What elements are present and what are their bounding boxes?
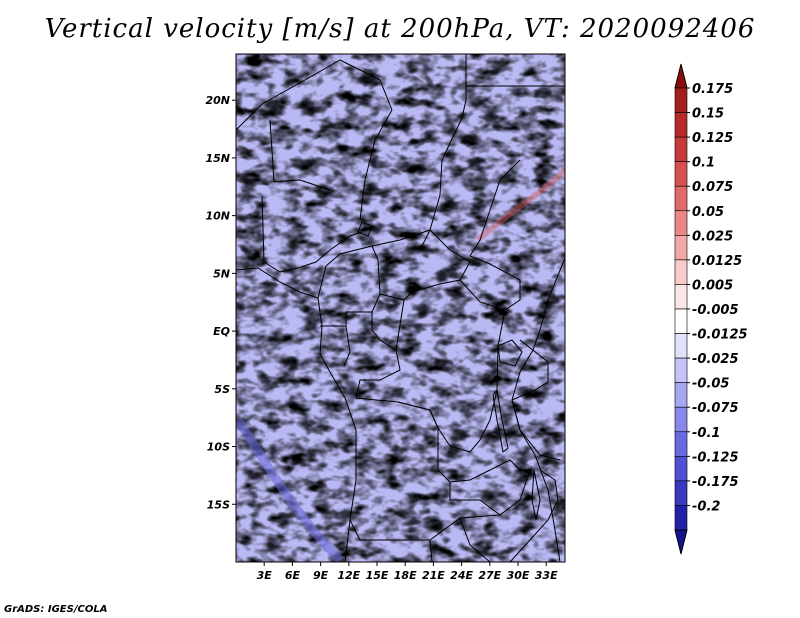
colorbar-segment	[674, 357, 688, 383]
lon-tick-label: 33E	[535, 569, 558, 582]
lat-tick-label: 10S	[207, 441, 230, 454]
velocity-field	[236, 54, 565, 562]
boundaries	[236, 54, 565, 562]
border-mozambique	[509, 469, 559, 562]
map-axes: 20N 15N 10N 5N EQ 5S 10S 15S 3E 6E 9E 12E 15E 18E 21E 2…	[205, 94, 558, 582]
lon-tick-label: 24E	[450, 569, 473, 582]
colorbar: 0.175 0.15 0.125 0.1 0.075 0.05 0.025 0.0125 0.0…	[674, 63, 748, 555]
colorbar-segment	[674, 505, 688, 531]
coastline	[236, 267, 357, 562]
lon-tick-label: 18E	[394, 569, 417, 582]
lon-tick-label: 6E	[285, 569, 301, 582]
field-strong-ascent-band	[475, 167, 565, 243]
colorbar-segment	[674, 308, 688, 334]
border-nigeria	[261, 195, 363, 273]
colorbar-label: 0.05	[692, 205, 724, 220]
colorbar-segment	[674, 185, 688, 212]
border-kenya-tanzania	[511, 339, 549, 401]
lon-tick-label: 30E	[507, 569, 530, 582]
colorbar-label: -0.025	[692, 352, 739, 367]
border-mali-niger	[269, 119, 331, 191]
field-downward-patches	[236, 54, 565, 562]
colorbar-segment	[674, 406, 688, 433]
lat-tick-label: 15S	[207, 498, 230, 511]
border-south-sudan	[459, 255, 521, 311]
colorbar-label: 0.175	[692, 82, 733, 97]
colorbar-segment	[674, 210, 688, 236]
lon-tick-label: 21E	[422, 569, 445, 582]
colorbar-label: -0.005	[692, 303, 739, 318]
colorbar-label: 0.1	[692, 156, 715, 171]
lake-chad	[357, 221, 373, 237]
colorbar-segment	[674, 161, 688, 187]
map-frame	[235, 53, 566, 563]
colorbar-segment	[674, 456, 688, 482]
colorbar-segment	[674, 87, 688, 113]
colorbar-segment	[674, 480, 688, 506]
colorbar-label: -0.05	[692, 377, 729, 392]
field-strong-descent-band	[236, 417, 344, 562]
colorbar-segment	[674, 136, 688, 162]
lat-tick-label: EQ	[213, 325, 230, 338]
colorbar-segment	[674, 333, 688, 359]
lon-tick-label: 3E	[257, 569, 273, 582]
colorbar-label: -0.2	[692, 499, 720, 514]
border-zambia	[449, 459, 531, 516]
lake-tanganyika	[492, 388, 509, 453]
colorbar-label: 0.0125	[692, 254, 742, 269]
border-sudan-ethiopia	[469, 159, 521, 257]
colorbar-label: 0.005	[692, 278, 733, 293]
lon-tick-label: 27E	[478, 569, 501, 582]
colorbar-bottom-arrow	[674, 529, 688, 555]
border-car	[371, 229, 471, 301]
border-angola	[349, 401, 502, 541]
colorbar-label: -0.175	[692, 475, 739, 490]
colorbar-label: 0.125	[692, 131, 733, 146]
lat-tick-label: 10N	[205, 210, 230, 223]
lat-tick-label: 5S	[214, 383, 230, 396]
lake-malawi	[531, 469, 541, 521]
colorbar-label: -0.075	[692, 401, 739, 416]
border-algeria-libya	[236, 59, 393, 131]
colorbar-label: -0.1	[692, 426, 720, 441]
grads-credit: GrADS: IGES/COLA	[4, 604, 108, 615]
border-drc-west	[355, 349, 401, 403]
colorbar-segment	[674, 382, 688, 408]
border-tanzania-south	[511, 399, 561, 461]
colorbar-segment	[674, 235, 688, 261]
border-gabon	[320, 312, 351, 367]
colorbar-label: 0.025	[692, 229, 733, 244]
colorbar-label: -0.0125	[692, 328, 748, 343]
lon-tick-label: 12E	[337, 569, 360, 582]
colorbar-segment	[674, 112, 688, 138]
colorbar-segment	[674, 259, 688, 285]
colorbar-label: -0.125	[692, 450, 739, 465]
border-congo	[346, 299, 405, 351]
lon-tick-label: 9E	[313, 569, 329, 582]
border-chad-sudan	[419, 117, 463, 251]
lake-victoria	[497, 339, 523, 367]
colorbar-top-arrow	[674, 63, 688, 89]
lon-tick-label: 15E	[366, 569, 389, 582]
map-title: Vertical velocity [m/s] at 200hPa, VT: 2…	[44, 14, 756, 44]
lat-tick-label: 5N	[213, 267, 230, 280]
colorbar-label: 0.15	[692, 107, 724, 122]
lat-tick-label: 15N	[205, 152, 230, 165]
colorbar-label: 0.075	[692, 180, 733, 195]
border-niger-chad	[359, 109, 393, 221]
lat-tick-label: 20N	[205, 94, 230, 107]
border-namibia-botswana	[429, 517, 491, 562]
colorbar-segment	[674, 284, 688, 310]
border-libya-egypt	[461, 54, 467, 119]
colorbar-segment	[674, 431, 688, 457]
